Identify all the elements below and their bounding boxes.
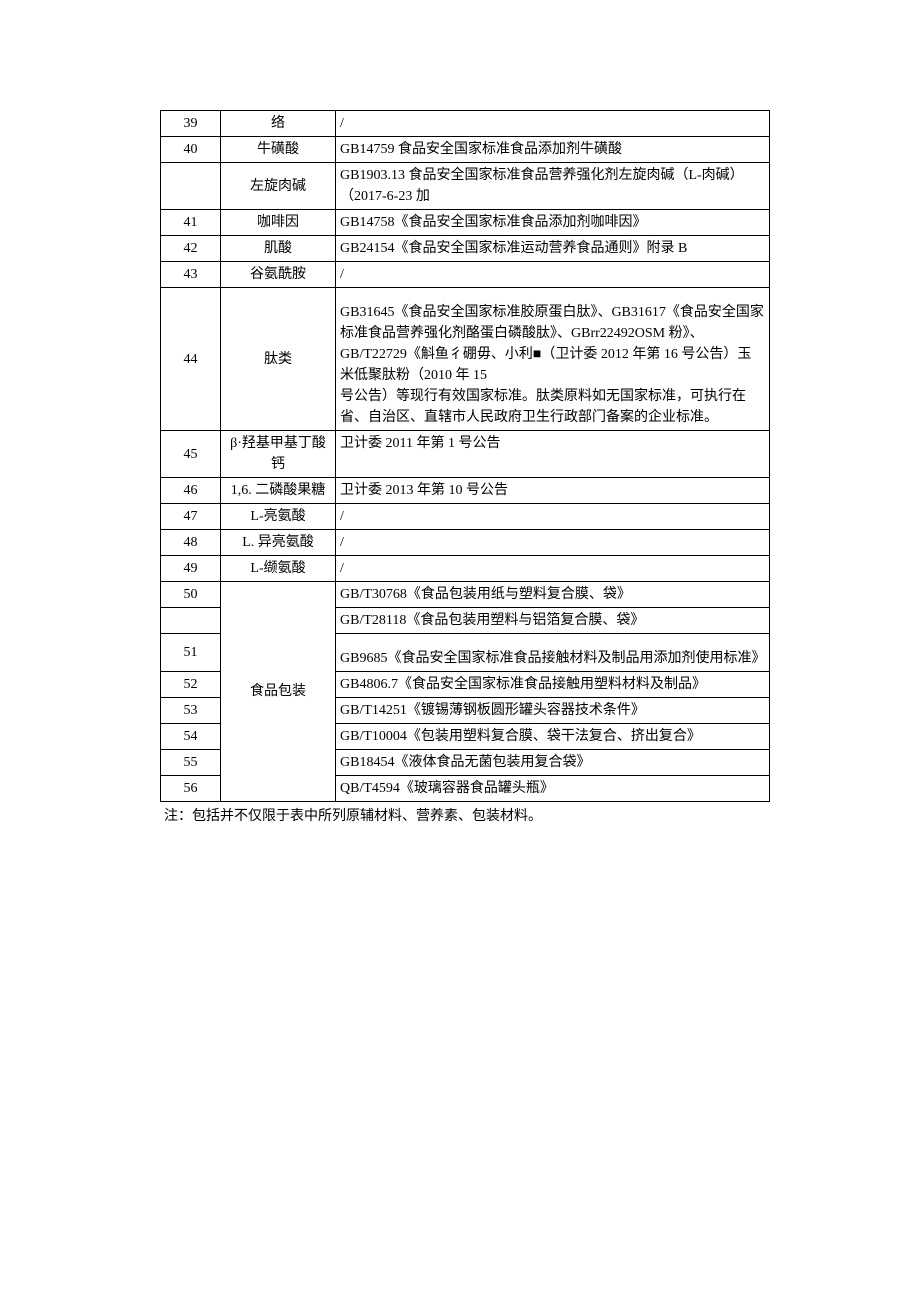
table-row: 40牛磺酸GB14759 食品安全国家标准食品添加剂牛磺酸	[161, 137, 770, 163]
row-standard: GB14759 食品安全国家标准食品添加剂牛磺酸	[336, 137, 770, 163]
row-number: 41	[161, 210, 221, 236]
row-number: 55	[161, 750, 221, 776]
table-row: 41咖啡因GB14758《食品安全国家标准食品添加剂咖啡因》	[161, 210, 770, 236]
table-row: 39络/	[161, 111, 770, 137]
table-row: 50食品包装GB/T30768《食品包装用纸与塑料复合膜、袋》	[161, 582, 770, 608]
row-number: 56	[161, 776, 221, 802]
row-standard: GB31645《食品安全国家标准胶原蛋白肽》、GB31617《食品安全国家标准食…	[336, 288, 770, 431]
row-number: 52	[161, 672, 221, 698]
row-standard: GB4806.7《食品安全国家标准食品接触用塑料材料及制品》	[336, 672, 770, 698]
row-standard: GB24154《食品安全国家标准运动营养食品通则》附录 B	[336, 236, 770, 262]
row-name: L-亮氨酸	[221, 504, 336, 530]
table-row: 43谷氨酰胺/	[161, 262, 770, 288]
row-number: 49	[161, 556, 221, 582]
row-number	[161, 163, 221, 210]
row-name: 食品包装	[221, 582, 336, 802]
table-row: 48L. 异亮氨酸/	[161, 530, 770, 556]
row-number: 40	[161, 137, 221, 163]
row-standard: /	[336, 530, 770, 556]
row-standard: 卫计委 2011 年第 1 号公告	[336, 431, 770, 478]
row-name: 络	[221, 111, 336, 137]
table-row: 49L-缬氨酸/	[161, 556, 770, 582]
row-number: 42	[161, 236, 221, 262]
row-number: 53	[161, 698, 221, 724]
row-number: 45	[161, 431, 221, 478]
table-row: 47L-亮氨酸/	[161, 504, 770, 530]
row-number: 39	[161, 111, 221, 137]
row-number: 44	[161, 288, 221, 431]
footnote: 注：包括并不仅限于表中所列原辅材料、营养素、包装材料。	[160, 806, 770, 827]
standards-table: 39络/40牛磺酸GB14759 食品安全国家标准食品添加剂牛磺酸左旋肉碱GB1…	[160, 110, 770, 802]
row-number: 48	[161, 530, 221, 556]
row-number: 50	[161, 582, 221, 608]
row-standard: /	[336, 504, 770, 530]
row-standard: 卫计委 2013 年第 10 号公告	[336, 478, 770, 504]
row-standard: GB/T10004《包装用塑料复合膜、袋干法复合、挤出复合》	[336, 724, 770, 750]
row-standard: GB/T28118《食品包装用塑料与铝箔复合膜、袋》	[336, 608, 770, 634]
row-standard: /	[336, 556, 770, 582]
row-name: 咖啡因	[221, 210, 336, 236]
row-number: 43	[161, 262, 221, 288]
row-number: 46	[161, 478, 221, 504]
row-number: 54	[161, 724, 221, 750]
row-name: 肌酸	[221, 236, 336, 262]
table-row: 461,6. 二磷酸果糖卫计委 2013 年第 10 号公告	[161, 478, 770, 504]
row-standard: QB/T4594《玻璃容器食品罐头瓶》	[336, 776, 770, 802]
row-standard: GB/T30768《食品包装用纸与塑料复合膜、袋》	[336, 582, 770, 608]
table-row: 44肽类GB31645《食品安全国家标准胶原蛋白肽》、GB31617《食品安全国…	[161, 288, 770, 431]
row-standard: /	[336, 111, 770, 137]
row-standard: GB/T14251《镀锡薄钢板圆形罐头容器技术条件》	[336, 698, 770, 724]
row-name: 牛磺酸	[221, 137, 336, 163]
row-name: 1,6. 二磷酸果糖	[221, 478, 336, 504]
row-number	[161, 608, 221, 634]
row-name: 谷氨酰胺	[221, 262, 336, 288]
table-row: 42肌酸GB24154《食品安全国家标准运动营养食品通则》附录 B	[161, 236, 770, 262]
row-standard: GB18454《液体食品无菌包装用复合袋》	[336, 750, 770, 776]
row-name: β·羟基甲基丁酸钙	[221, 431, 336, 478]
row-number: 51	[161, 634, 221, 672]
row-standard: GB1903.13 食品安全国家标准食品营养强化剂左旋肉碱（L-肉碱）（2017…	[336, 163, 770, 210]
row-standard: GB14758《食品安全国家标准食品添加剂咖啡因》	[336, 210, 770, 236]
row-standard: /	[336, 262, 770, 288]
table-row: 左旋肉碱GB1903.13 食品安全国家标准食品营养强化剂左旋肉碱（L-肉碱）（…	[161, 163, 770, 210]
row-name: 肽类	[221, 288, 336, 431]
table-row: 45β·羟基甲基丁酸钙卫计委 2011 年第 1 号公告	[161, 431, 770, 478]
row-name: L. 异亮氨酸	[221, 530, 336, 556]
row-standard: GB9685《食品安全国家标准食品接触材料及制品用添加剂使用标准》	[336, 634, 770, 672]
row-number: 47	[161, 504, 221, 530]
row-name: L-缬氨酸	[221, 556, 336, 582]
row-name: 左旋肉碱	[221, 163, 336, 210]
